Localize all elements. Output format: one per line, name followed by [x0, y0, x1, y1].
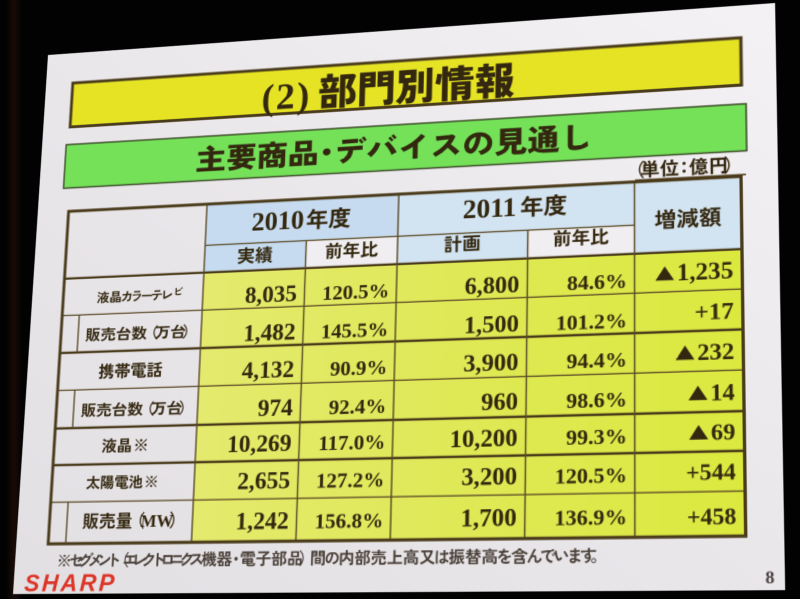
svg-text:1,700: 1,700 — [460, 503, 517, 532]
svg-text:127.2%: 127.2% — [316, 468, 385, 494]
svg-text:3,200: 3,200 — [461, 462, 517, 491]
svg-text:2011: 2011 — [463, 193, 517, 226]
svg-text:2,655: 2,655 — [237, 467, 291, 495]
svg-text:117.0%: 117.0% — [318, 430, 386, 456]
svg-text:1,235: 1,235 — [677, 256, 734, 286]
svg-text:(2): (2) — [261, 73, 312, 118]
svg-text:+458: +458 — [687, 505, 737, 531]
svg-text:92.4%: 92.4% — [328, 394, 386, 419]
svg-text:1,500: 1,500 — [464, 310, 519, 339]
svg-text:99.3%: 99.3% — [566, 424, 627, 450]
svg-text:232: 232 — [697, 339, 734, 366]
svg-text:SHARP: SHARP — [23, 568, 117, 594]
svg-text:10,200: 10,200 — [449, 424, 517, 454]
svg-text:8,035: 8,035 — [244, 280, 297, 309]
svg-text:145.5%: 145.5% — [321, 318, 389, 344]
svg-text:69: 69 — [711, 419, 736, 446]
svg-text:2010: 2010 — [251, 205, 305, 237]
svg-text:84.6%: 84.6% — [567, 269, 627, 295]
svg-text:10,269: 10,269 — [227, 429, 293, 458]
svg-text:960: 960 — [481, 387, 518, 416]
svg-text:90.9%: 90.9% — [330, 356, 388, 382]
svg-text:94.4%: 94.4% — [566, 348, 627, 374]
svg-text:101.2%: 101.2% — [556, 309, 627, 336]
svg-text:3,900: 3,900 — [463, 348, 519, 377]
svg-text:1,242: 1,242 — [235, 507, 289, 535]
svg-text:156.8%: 156.8% — [314, 509, 383, 534]
svg-text:120.5%: 120.5% — [322, 279, 390, 305]
svg-text:120.5%: 120.5% — [555, 463, 627, 489]
svg-text:98.6%: 98.6% — [566, 388, 627, 414]
svg-text:4,132: 4,132 — [241, 356, 294, 384]
svg-text:974: 974 — [257, 394, 294, 422]
svg-text:6,800: 6,800 — [464, 271, 519, 300]
svg-text:+17: +17 — [695, 298, 734, 325]
svg-text:14: 14 — [710, 380, 735, 407]
svg-text:+544: +544 — [686, 460, 736, 486]
svg-text:1,482: 1,482 — [243, 318, 296, 346]
svg-text:MW: MW — [140, 512, 174, 532]
svg-text:8: 8 — [765, 568, 775, 588]
svg-text:136.9%: 136.9% — [554, 505, 627, 531]
